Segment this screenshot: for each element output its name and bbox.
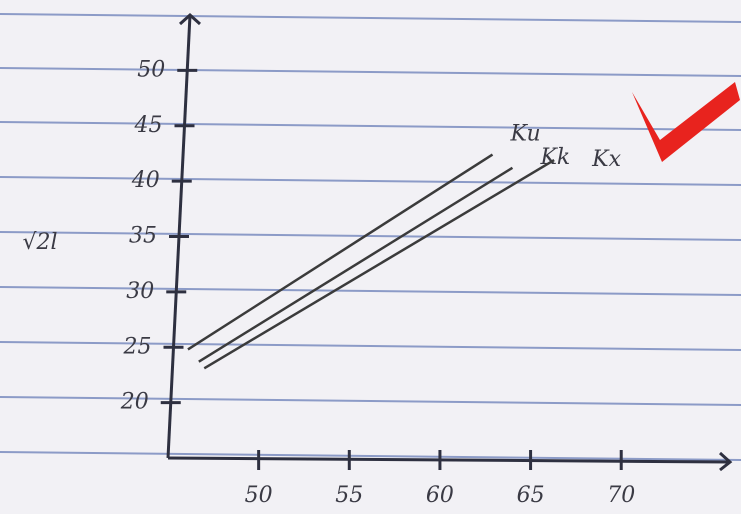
y-tick-label: 20 (120, 390, 149, 415)
page: {"chart_data": {"type": "line", "y_label… (0, 0, 741, 514)
x-tick-label: 65 (517, 483, 545, 508)
series-label: Ku (510, 122, 541, 147)
x-tick-label: 50 (245, 483, 273, 508)
y-tick-label: 40 (131, 168, 160, 193)
x-tick-label: 60 (426, 483, 454, 508)
series-label: Kx (591, 147, 621, 172)
chart: √2l 202530354045505055606570KuKkKx (0, 0, 741, 514)
y-tick-label: 30 (126, 279, 154, 304)
y-axis-label: √2l (22, 230, 57, 255)
y-tick-label: 35 (129, 224, 157, 249)
x-tick-label: 70 (607, 483, 635, 508)
x-tick-label: 55 (335, 483, 363, 508)
y-tick-label: 25 (123, 334, 152, 359)
y-tick-label: 50 (137, 57, 165, 82)
y-tick-label: 45 (134, 113, 163, 138)
